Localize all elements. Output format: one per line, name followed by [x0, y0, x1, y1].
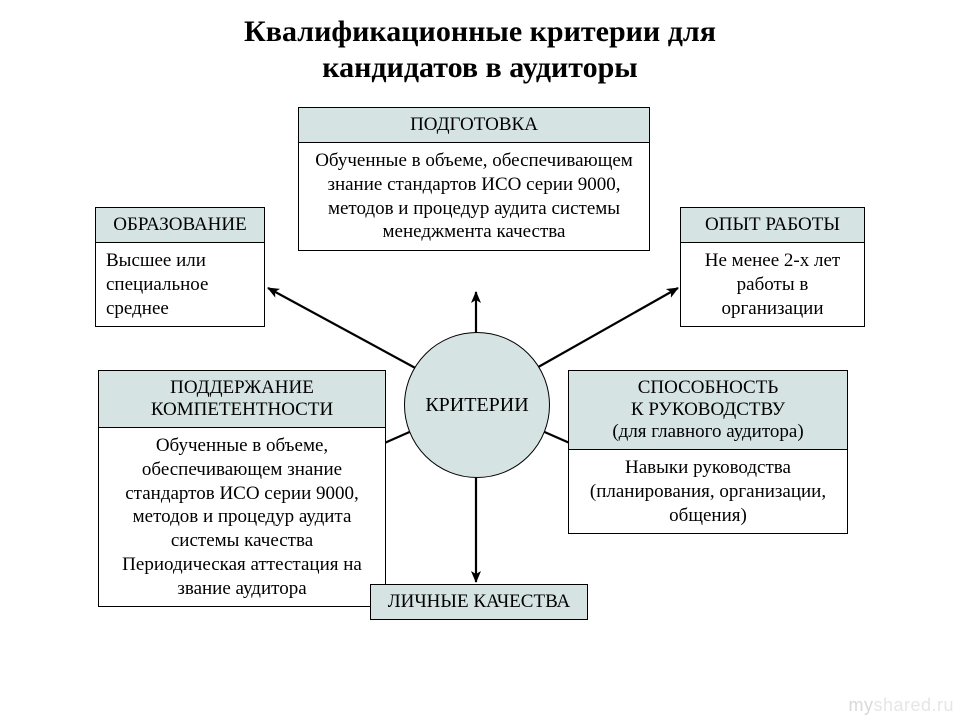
box-training-body: Обученные в объеме, обеспечивающем знани… — [299, 143, 649, 250]
center-label: КРИТЕРИИ — [425, 394, 528, 417]
box-education: ОБРАЗОВАНИЕ Высшее или специальное средн… — [95, 207, 265, 327]
box-personal-header: ЛИЧНЫЕ КАЧЕСТВА — [371, 585, 587, 619]
center-node: КРИТЕРИИ — [404, 332, 550, 478]
box-leadership: СПОСОБНОСТЬ К РУКОВОДСТВУ (для главного … — [568, 370, 848, 534]
box-experience-header: ОПЫТ РАБОТЫ — [681, 208, 864, 243]
box-personal: ЛИЧНЫЕ КАЧЕСТВА — [370, 584, 588, 620]
watermark-left: my — [848, 695, 873, 715]
box-competence-body: Обученные в объеме, обеспечивающем знани… — [99, 428, 385, 606]
watermark: myshared.ru — [848, 695, 954, 716]
page-title: Квалификационные критерии для кандидатов… — [0, 14, 960, 86]
box-experience-body: Не менее 2-х лет работы в организации — [681, 243, 864, 326]
box-education-header: ОБРАЗОВАНИЕ — [96, 208, 264, 243]
box-training-header: ПОДГОТОВКА — [299, 108, 649, 143]
box-competence-header: ПОДДЕРЖАНИЕ КОМПЕТЕНТНОСТИ — [99, 371, 385, 428]
title-line1: Квалификационные критерии для — [244, 15, 716, 48]
box-leadership-header: СПОСОБНОСТЬ К РУКОВОДСТВУ (для главного … — [569, 371, 847, 450]
watermark-right: shared.ru — [873, 695, 954, 715]
box-education-body: Высшее или специальное среднее — [96, 243, 264, 326]
box-training: ПОДГОТОВКА Обученные в объеме, обеспечив… — [298, 107, 650, 251]
box-experience: ОПЫТ РАБОТЫ Не менее 2-х лет работы в ор… — [680, 207, 865, 327]
title-line2: кандидатов в аудиторы — [322, 51, 637, 84]
box-leadership-body: Навыки руководства (планирования, органи… — [569, 450, 847, 533]
box-competence: ПОДДЕРЖАНИЕ КОМПЕТЕНТНОСТИ Обученные в о… — [98, 370, 386, 607]
